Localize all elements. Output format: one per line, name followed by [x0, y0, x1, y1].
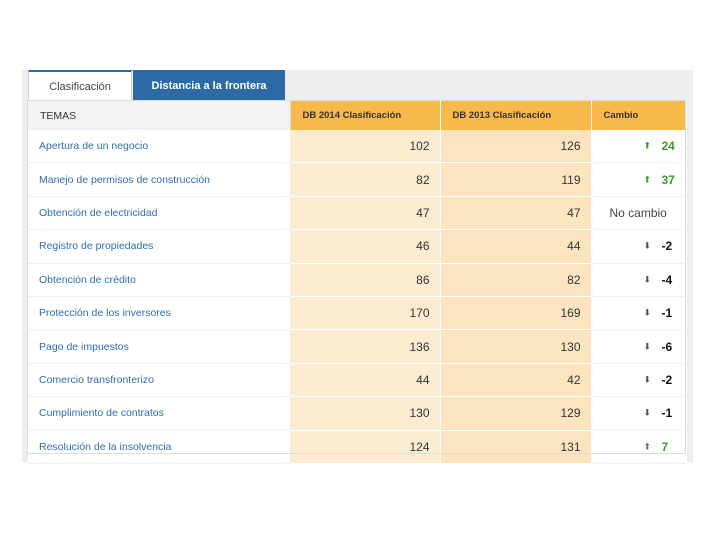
topic-link[interactable]: Cumplimiento de contratos: [28, 396, 290, 431]
change-value: 7: [661, 439, 669, 454]
arrow-up-icon: ⬆: [643, 140, 652, 151]
table-row: Apertura de un negocio 102 126 ⬆ 24: [28, 130, 686, 164]
db2013-rank: 44: [440, 229, 592, 264]
change-value: 24: [661, 139, 675, 154]
header-temas[interactable]: TEMAS: [28, 101, 291, 130]
topic-link[interactable]: Registro de propiedades: [28, 229, 290, 264]
ranking-table: TEMAS DB 2014 Clasificación DB 2013 Clas…: [28, 101, 687, 464]
db2013-rank: 119: [440, 162, 592, 197]
change-cell: ⬆ 7: [591, 430, 686, 464]
change-value: -2: [661, 372, 673, 387]
db2014-rank: 130: [290, 396, 441, 431]
header-db2014[interactable]: DB 2014 Clasificación: [290, 101, 441, 130]
db2013-rank: 47: [440, 196, 592, 231]
change-value: -1: [661, 306, 673, 321]
db2013-rank: 169: [440, 296, 592, 331]
topic-link[interactable]: Comercio transfronterizo: [28, 363, 290, 398]
header-db2013[interactable]: DB 2013 Clasificación: [440, 101, 592, 130]
db2013-rank: 82: [440, 263, 592, 297]
change-cell: ⬇ -4: [591, 263, 686, 297]
change-cell: ⬇ -1: [591, 396, 686, 431]
topic-link[interactable]: Pago de impuestos: [28, 329, 290, 364]
change-cell: ⬇ -2: [591, 229, 686, 264]
topic-link[interactable]: Apertura de un negocio: [28, 130, 290, 164]
change-value: -2: [661, 239, 673, 254]
topic-link[interactable]: Resolución de la insolvencia: [28, 430, 290, 464]
db2014-rank: 86: [290, 263, 441, 297]
change-value: -1: [661, 406, 673, 421]
table-header-row: TEMAS DB 2014 Clasificación DB 2013 Clas…: [28, 101, 687, 130]
topic-link[interactable]: Obtención de electricidad: [28, 196, 290, 231]
db2014-rank: 124: [290, 430, 441, 464]
db2014-rank: 44: [290, 363, 441, 398]
change-cell: ⬇ -6: [591, 329, 686, 364]
change-value: 37: [661, 172, 675, 187]
db2014-rank: 136: [290, 329, 441, 364]
table-row: Pago de impuestos 136 130 ⬇ -6: [28, 329, 686, 364]
no-change-text: No cambio: [609, 205, 667, 220]
tab-clasificacion[interactable]: Clasificación: [28, 70, 132, 102]
table-row: Cumplimiento de contratos 130 129 ⬇ -1: [28, 396, 686, 431]
change-cell: ⬇ -2: [591, 363, 686, 398]
arrow-down-icon: ⬇: [643, 407, 652, 418]
arrow-up-icon: ⬆: [643, 441, 652, 452]
arrow-down-icon: ⬇: [643, 307, 652, 318]
db2013-rank: 131: [440, 430, 592, 464]
arrow-down-icon: ⬇: [643, 274, 652, 285]
db2013-rank: 42: [440, 363, 592, 398]
table-row: Obtención de crédito 86 82 ⬇ -4: [28, 263, 686, 297]
table-row: Comercio transfronterizo 44 42 ⬇ -2: [28, 363, 686, 398]
table-row: Obtención de electricidad 47 47 No cambio: [28, 196, 686, 231]
db2014-rank: 82: [290, 162, 441, 197]
change-cell: ⬇ -1: [591, 296, 686, 331]
arrow-down-icon: ⬇: [643, 341, 652, 352]
change-value: -4: [661, 272, 673, 287]
db2013-rank: 129: [440, 396, 592, 431]
db2014-rank: 170: [290, 296, 441, 331]
db2014-rank: 46: [290, 229, 441, 264]
table-row: Registro de propiedades 46 44 ⬇ -2: [28, 229, 686, 264]
arrow-down-icon: ⬇: [643, 240, 652, 251]
db2013-rank: 130: [440, 329, 592, 364]
db2014-rank: 102: [290, 130, 441, 164]
change-cell: ⬆ 24: [591, 130, 686, 164]
db2013-rank: 126: [440, 130, 592, 164]
table-row: Protección de los inversores 170 169 ⬇ -1: [28, 296, 686, 331]
table-row: Manejo de permisos de construcción 82 119 ⬆…: [28, 162, 686, 197]
topic-link[interactable]: Manejo de permisos de construcción: [28, 162, 290, 197]
change-value: -6: [661, 339, 673, 354]
db2014-rank: 47: [290, 196, 441, 231]
arrow-down-icon: ⬇: [643, 374, 652, 385]
arrow-up-icon: ⬆: [643, 174, 652, 185]
tab-distancia-frontera[interactable]: Distancia a la frontera: [133, 70, 285, 101]
change-cell: ⬆ 37: [591, 162, 686, 197]
change-cell: No cambio: [591, 196, 686, 231]
topic-link[interactable]: Protección de los inversores: [28, 296, 290, 331]
header-cambio[interactable]: Cambio: [591, 101, 687, 130]
topic-link[interactable]: Obtención de crédito: [28, 263, 290, 297]
table-row: Resolución de la insolvencia 124 131 ⬆ 7: [28, 430, 686, 464]
